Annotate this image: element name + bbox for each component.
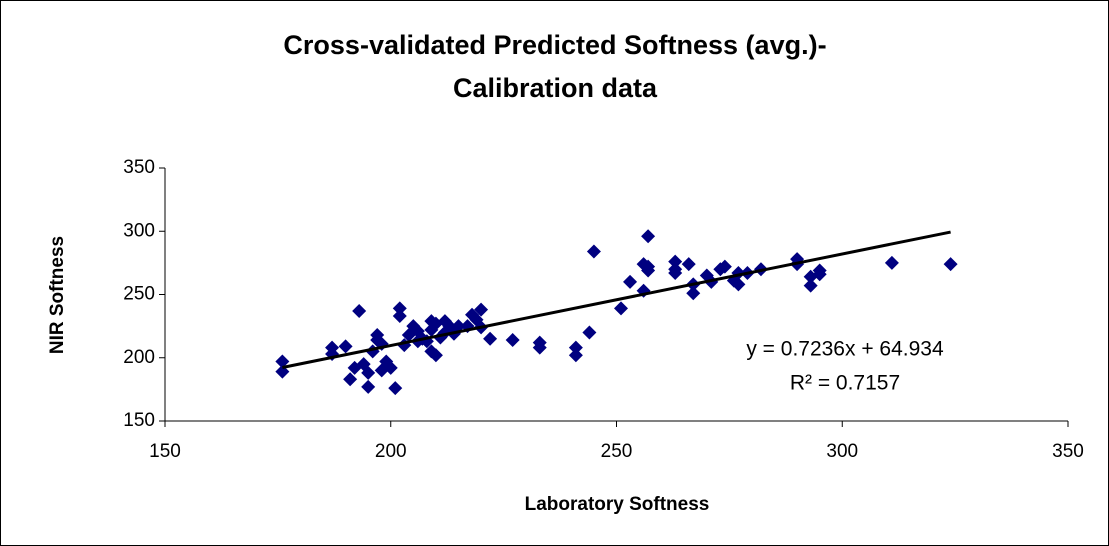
point [668, 262, 683, 277]
point [623, 274, 638, 289]
x-tick-label: 300 [826, 441, 858, 462]
point [568, 340, 583, 355]
y-tick-label: 350 [123, 157, 155, 178]
point [884, 255, 899, 270]
point [392, 309, 407, 324]
point [717, 259, 732, 274]
y-tick-label: 200 [123, 347, 155, 368]
trendline-equation: y = 0.7236x + 64.934 [746, 338, 944, 361]
point [352, 303, 367, 318]
x-tick-label: 250 [601, 441, 633, 462]
point [681, 257, 696, 272]
point [275, 354, 290, 369]
trendline [282, 230, 951, 369]
point [582, 325, 597, 340]
point [614, 301, 629, 316]
point [505, 333, 520, 348]
point [568, 348, 583, 363]
point [392, 301, 407, 316]
point [586, 244, 601, 259]
point [483, 331, 498, 346]
point [641, 263, 656, 278]
point [388, 381, 403, 396]
chart-title: Calibration data [453, 73, 658, 103]
point [338, 339, 353, 354]
y-tick-label: 300 [123, 220, 155, 241]
chart-title: Cross-validated Predicted Softness (avg.… [283, 30, 826, 60]
point [812, 267, 827, 282]
point [686, 286, 701, 301]
point [803, 278, 818, 293]
point [641, 229, 656, 244]
y-tick-label: 250 [123, 284, 155, 305]
point [361, 365, 376, 380]
point [428, 348, 443, 363]
point [943, 257, 958, 272]
point [343, 372, 358, 387]
x-axis-title: Laboratory Softness [525, 494, 710, 515]
y-axis-title: NIR Softness [47, 236, 68, 354]
point [731, 277, 746, 292]
x-tick-label: 150 [149, 441, 181, 462]
point [474, 302, 489, 317]
y-tick-label: 150 [123, 410, 155, 431]
point [532, 340, 547, 355]
x-tick-label: 350 [1052, 441, 1084, 462]
point [383, 360, 398, 375]
x-tick-label: 200 [375, 441, 407, 462]
point [668, 254, 683, 269]
point [361, 379, 376, 394]
r-squared: R² = 0.7157 [790, 372, 900, 395]
